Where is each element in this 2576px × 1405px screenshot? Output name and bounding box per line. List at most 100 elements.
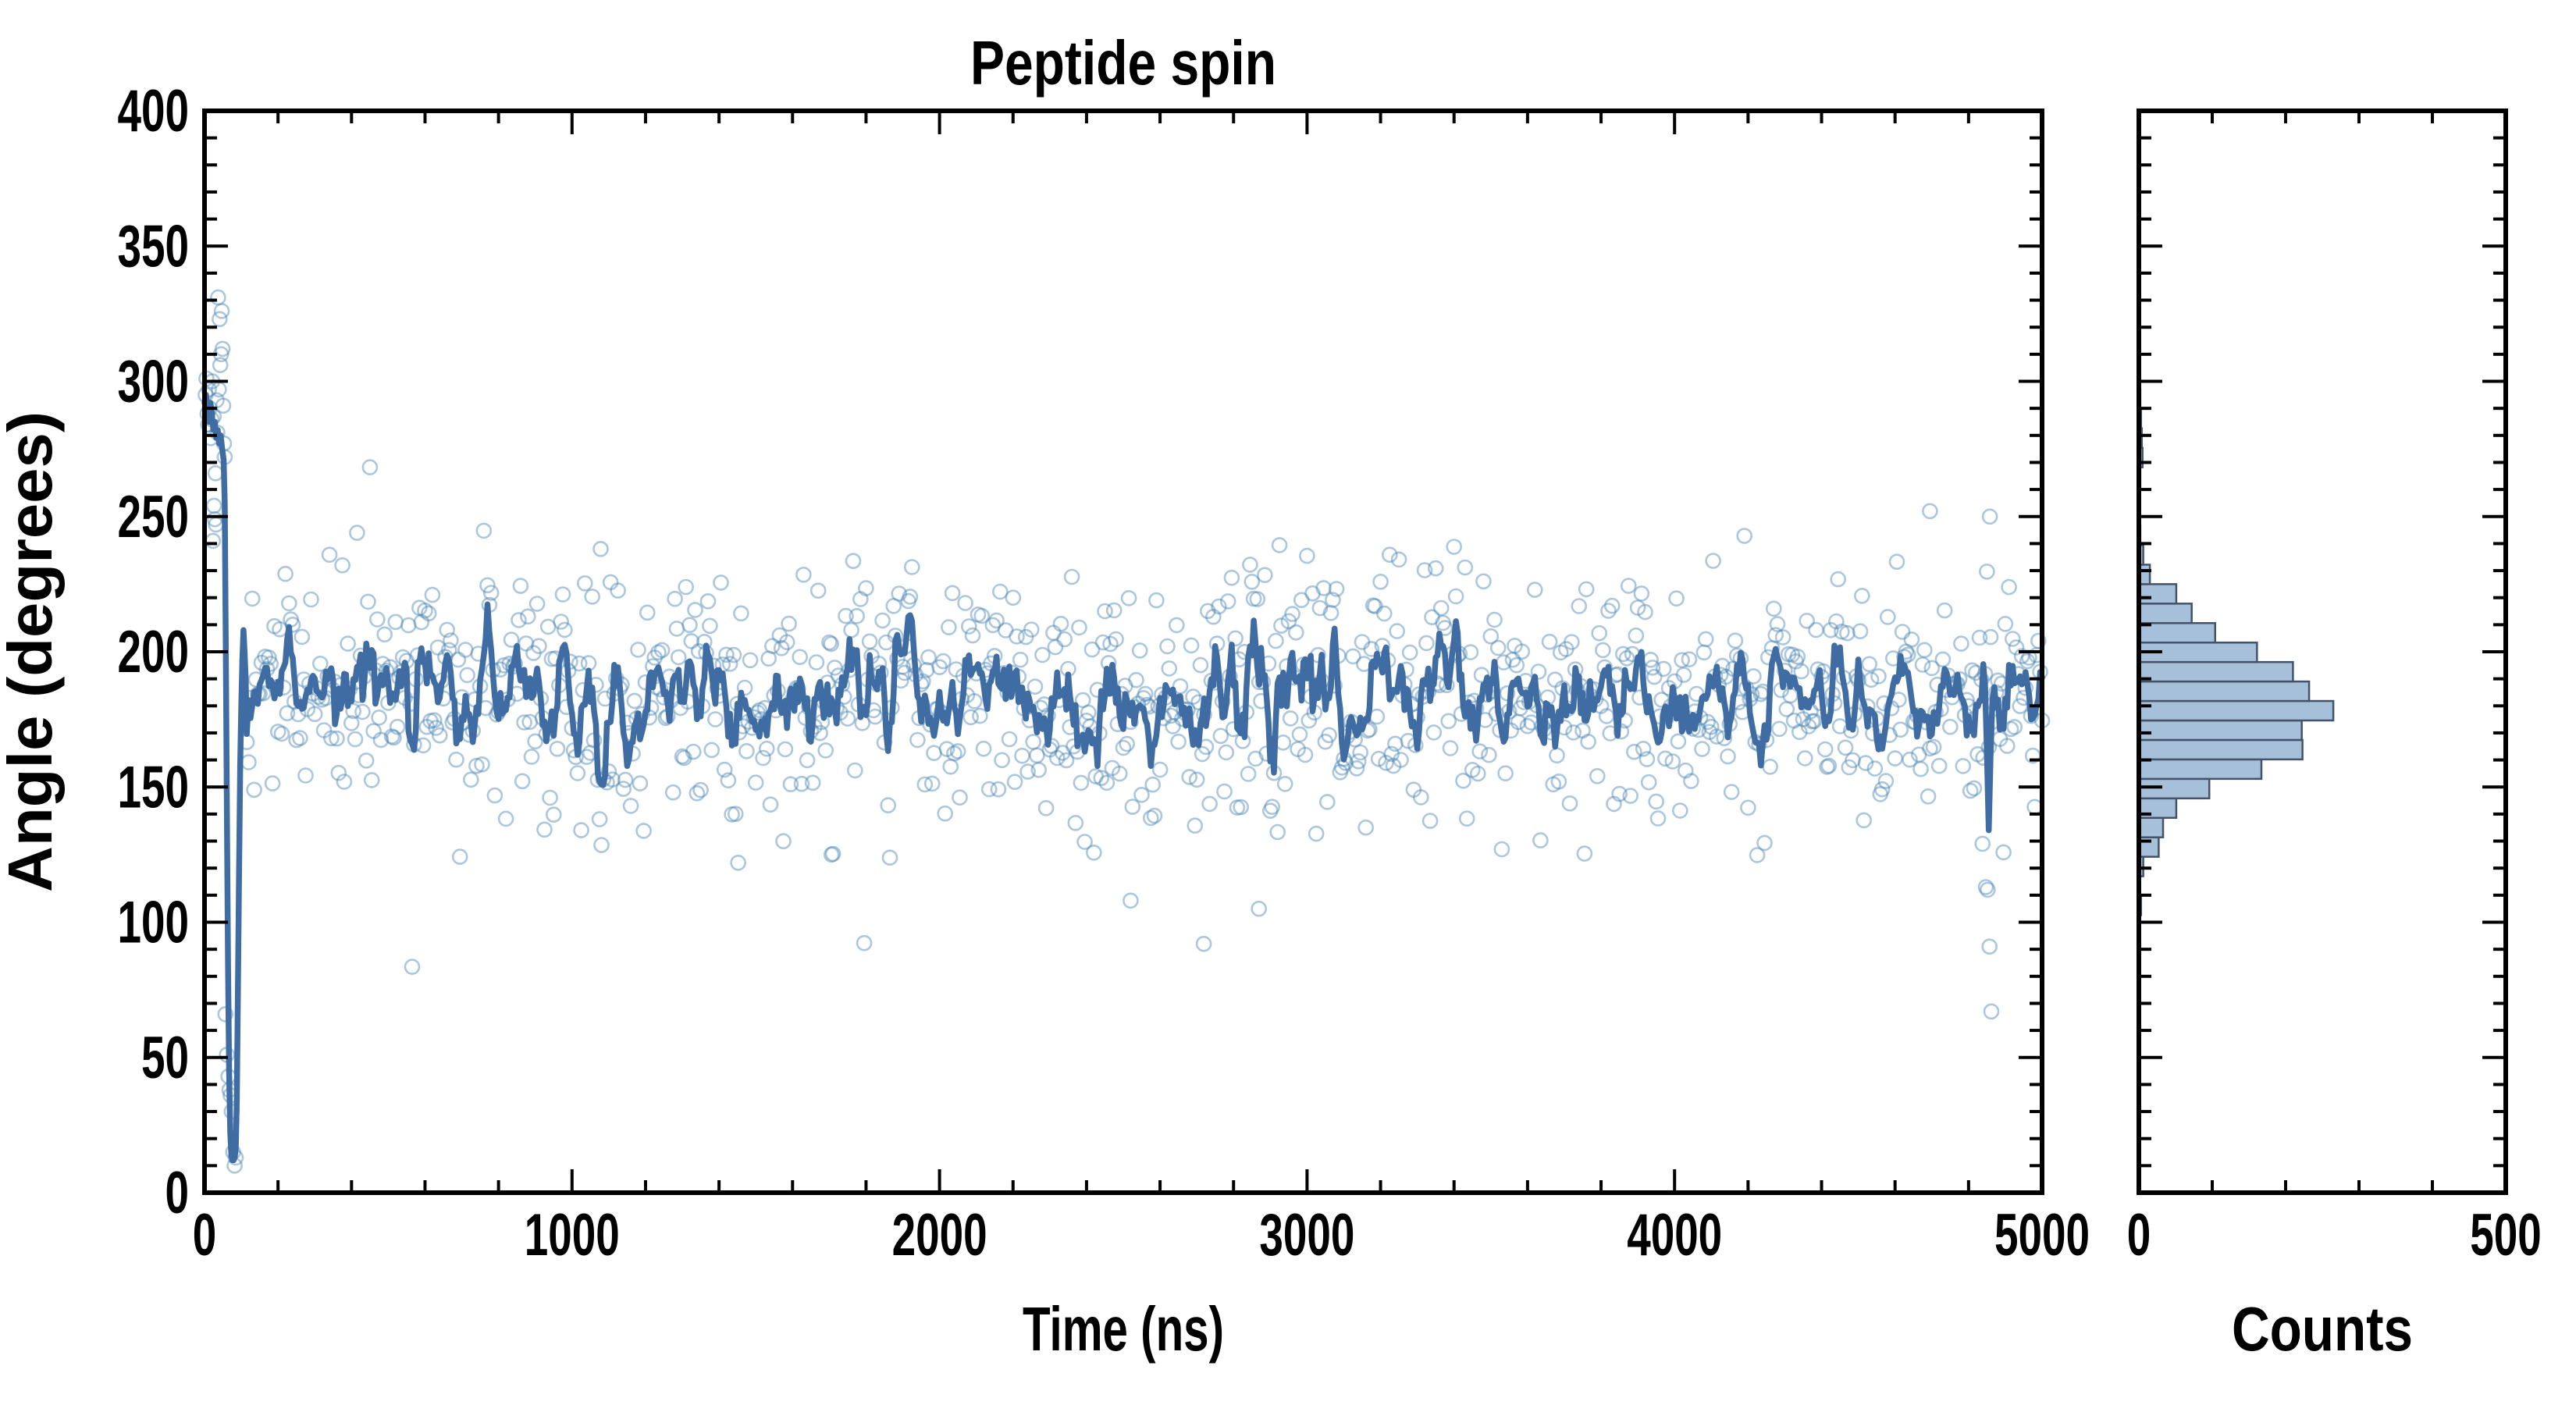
scatter-point [519, 608, 536, 625]
scatter-point [1637, 603, 1653, 621]
scatter-point [1364, 597, 1382, 614]
scatter-point [1530, 663, 1547, 680]
scatter-point [1383, 745, 1400, 763]
scatter-point [1083, 641, 1101, 658]
scatter-point [1800, 718, 1817, 735]
scatter-point [946, 745, 962, 762]
tick-label: 50 [141, 1025, 189, 1091]
scatter-point [1172, 678, 1189, 695]
scatter-point [383, 728, 400, 745]
scatter-point [949, 743, 966, 759]
y-axis-label: Angle (degrees) [0, 411, 65, 892]
scatter-point [1058, 752, 1075, 769]
scatter-point [257, 648, 274, 665]
scatter-point [1378, 754, 1394, 771]
scatter-point [1600, 603, 1617, 619]
scatter-point [1067, 815, 1084, 831]
scatter-point [972, 707, 988, 724]
scatter-point [1857, 755, 1874, 771]
scatter-point [345, 702, 362, 720]
scatter-point [1872, 786, 1889, 802]
scatter-point [1291, 726, 1308, 743]
scatter-point [852, 591, 869, 607]
scatter-point [415, 737, 432, 754]
scatter-point [514, 773, 531, 790]
scatter-point [1442, 740, 1459, 756]
tick-label: 250 [118, 484, 190, 550]
scatter-point [1736, 528, 1752, 544]
scatter-point [448, 751, 464, 768]
scatter-point [1622, 788, 1638, 804]
scatter-point [1981, 938, 1998, 955]
scatter-point [1681, 651, 1698, 668]
scatter-point [1648, 793, 1664, 810]
scatter-point [571, 655, 588, 672]
scatter-point [1229, 799, 1246, 816]
scatter-point [733, 605, 749, 622]
scatter-point [703, 742, 720, 759]
scatter-point [1626, 743, 1642, 760]
scatter-point [909, 731, 926, 749]
scatter-point [615, 781, 632, 797]
scatter-point [827, 660, 843, 676]
scatter-point [329, 730, 345, 747]
scatter-point [778, 634, 795, 651]
scatter-point [214, 340, 231, 357]
scatter-point [1212, 727, 1229, 745]
scatter-point [1638, 751, 1656, 767]
scatter-point [861, 633, 878, 650]
scatter-point [1756, 834, 1773, 852]
scatter-point [727, 806, 744, 822]
scatter-point [1019, 763, 1036, 780]
scatter-point [573, 822, 589, 838]
scatter-point [1037, 800, 1055, 816]
scatter-point [523, 749, 540, 765]
scatter-point [1293, 592, 1310, 609]
scatter-point [1701, 724, 1718, 741]
scatter-point [497, 810, 514, 827]
scatter-point [1549, 747, 1565, 764]
scatter-point [1457, 559, 1474, 576]
scatter-point [738, 742, 755, 759]
scatter-point [742, 652, 759, 669]
scatter-point [681, 617, 698, 634]
scatter-point [277, 565, 294, 582]
scatter-point [668, 621, 685, 637]
scatter-point [952, 789, 968, 806]
scatter-point [358, 752, 375, 769]
scatter-point [1633, 585, 1650, 602]
scatter-point [1482, 628, 1500, 645]
scatter-point [578, 749, 595, 766]
scatter-point [707, 711, 724, 727]
scatter-point [720, 772, 737, 789]
scatter-point [674, 748, 691, 765]
scatter-point [1546, 671, 1564, 688]
scatter-point [1964, 662, 1980, 679]
scatter-point [1112, 765, 1128, 782]
scatter-point [1854, 587, 1870, 604]
scatter-point [839, 710, 856, 727]
scatter-point [292, 730, 308, 746]
scatter-point [1697, 631, 1714, 648]
scatter-point [1635, 740, 1652, 757]
scatter-point [1561, 795, 1578, 812]
scatter-point [1613, 723, 1630, 740]
scatter-point [920, 649, 937, 666]
scatter-point [1922, 740, 1938, 757]
scatter-point [1564, 634, 1580, 650]
scatter-point [716, 761, 733, 778]
scatter-point [1205, 608, 1222, 625]
tick-label: 2000 [892, 1202, 987, 1268]
scatter-point [1268, 632, 1284, 649]
scatter-point [793, 775, 810, 792]
scatter-point [1161, 660, 1178, 677]
scatter-point [420, 605, 437, 622]
scatter-point [1541, 633, 1558, 650]
scatter-point [1025, 734, 1041, 750]
scatter-point [1135, 689, 1152, 706]
scatter-point [1315, 580, 1332, 596]
scatter-point [1762, 758, 1778, 775]
scatter-point [212, 357, 229, 374]
scatter-point [1245, 590, 1262, 607]
